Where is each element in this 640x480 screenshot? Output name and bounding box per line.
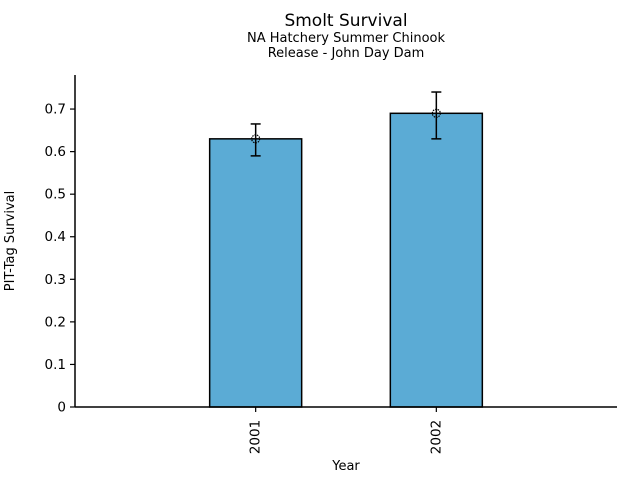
y-tick-label-0.6: 0.6 [45,144,66,160]
y-tick-label-0: 0 [57,400,66,416]
chart-subtitle-line1: NA Hatchery Summer Chinook [247,31,446,46]
bar-2001 [208,138,303,408]
bar-2002 [389,112,484,408]
y-tick-label-0.5: 0.5 [45,187,66,203]
plot-area: 0 0.1 0.2 0.3 0.4 0.5 0.6 0.7 2001 2002 [45,75,617,454]
y-tick-label-0.4: 0.4 [45,229,66,245]
y-axis-label: PIT-Tag Survival [3,191,18,291]
y-tick-label-0.2: 0.2 [45,314,66,330]
x-tick-label-2001: 2001 [248,420,264,454]
point-marker-2002 [431,108,441,118]
point-marker-2001 [251,134,261,144]
y-tick-label-0.7: 0.7 [45,102,66,118]
x-tick-label-2002: 2002 [428,420,444,454]
x-axis-label: Year [331,459,360,474]
y-tick-label-0.1: 0.1 [45,357,66,373]
y-tick-label-0.3: 0.3 [45,272,66,288]
chart-subtitle-line2: Release - John Day Dam [268,46,425,61]
chart-title: Smolt Survival [284,11,407,31]
